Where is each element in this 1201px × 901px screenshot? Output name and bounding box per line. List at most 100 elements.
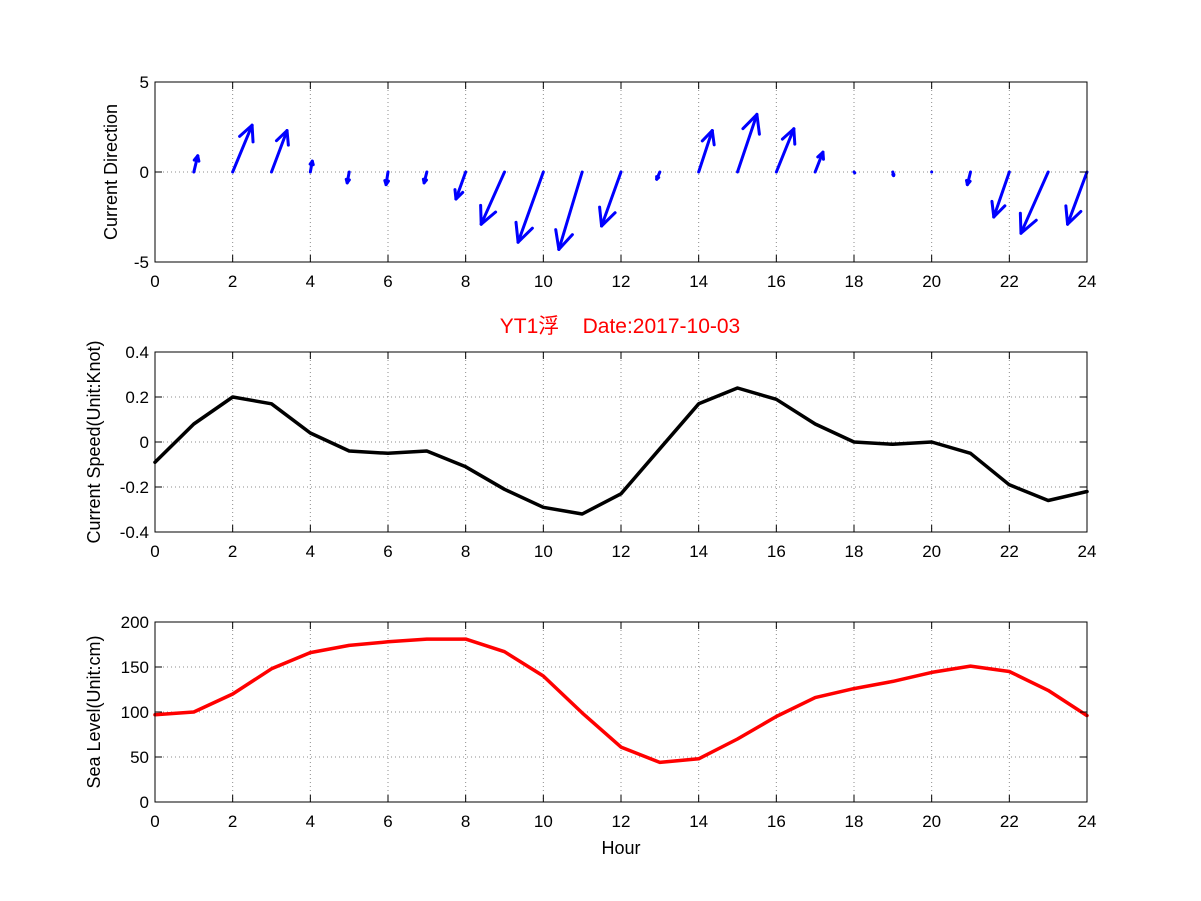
speed-y-tick-label: -0.4 xyxy=(120,523,149,542)
direction-x-tick-label: 8 xyxy=(461,272,470,291)
speed-x-tick-label: 18 xyxy=(845,542,864,561)
sea-level-x-tick-label: 10 xyxy=(534,812,553,831)
current-arrow-head xyxy=(308,159,314,166)
current-arrow-head xyxy=(965,179,972,187)
current-arrow-head xyxy=(755,112,761,136)
current-arrow xyxy=(453,170,468,201)
current-arrow xyxy=(192,154,201,174)
current-arrow-head xyxy=(554,228,561,251)
current-arrow-shaft xyxy=(813,150,825,174)
current-arrow-shaft xyxy=(736,112,759,174)
current-arrow-head xyxy=(514,220,520,244)
current-arrow xyxy=(774,127,797,174)
current-arrow-head xyxy=(192,154,200,162)
current-arrow-head xyxy=(1066,209,1083,226)
current-arrow-shaft xyxy=(600,170,623,228)
current-arrow-shaft xyxy=(516,170,545,244)
sea-level-y-tick-label: 200 xyxy=(121,613,149,632)
current-arrow xyxy=(697,129,716,174)
direction-x-tick-label: 2 xyxy=(228,272,237,291)
current-arrow-head xyxy=(655,176,661,181)
current-arrow-shaft xyxy=(454,170,468,201)
current-arrow-head xyxy=(285,129,290,147)
current-arrow-head xyxy=(992,204,1007,219)
current-arrow-head xyxy=(780,127,796,141)
sea-level-y-axis-label: Sea Level(Unit:cm) xyxy=(84,635,104,788)
speed-y-tick-label: 0.4 xyxy=(125,343,149,362)
current-arrow xyxy=(383,170,390,187)
current-arrow-head xyxy=(1064,204,1070,226)
current-arrow xyxy=(598,170,623,228)
speed-x-tick-label: 0 xyxy=(150,542,159,561)
chart-title: YT1浮 Date:2017-10-03 xyxy=(500,315,740,338)
speed-x-tick-label: 12 xyxy=(612,542,631,561)
sea-level-y-tick-label: 0 xyxy=(140,793,149,812)
current-arrow-head xyxy=(384,179,390,187)
current-arrow-head xyxy=(345,178,351,185)
current-arrow-head xyxy=(516,226,534,244)
direction-x-tick-label: 22 xyxy=(1000,272,1019,291)
direction-x-tick-label: 6 xyxy=(383,272,392,291)
current-arrow xyxy=(965,170,972,187)
current-arrow-head xyxy=(274,129,289,143)
current-arrow xyxy=(1064,170,1089,226)
current-arrow-head xyxy=(1019,218,1038,235)
current-arrow-shaft xyxy=(557,170,584,251)
current-arrow xyxy=(479,170,506,226)
current-arrow xyxy=(891,170,896,178)
sea-level-y-tick-label: 150 xyxy=(121,658,149,677)
current-arrow-shaft xyxy=(231,123,254,174)
sea-level-y-tick-label: 50 xyxy=(130,748,149,767)
sea-level-x-axis-label: Hour xyxy=(601,838,640,858)
speed-x-tick-label: 14 xyxy=(689,542,708,561)
current-arrow-head xyxy=(557,233,574,251)
sea-level-x-tick-label: 24 xyxy=(1078,812,1097,831)
current-arrow xyxy=(655,170,662,181)
current-arrow-head xyxy=(700,129,714,143)
sea-level-x-tick-label: 12 xyxy=(612,812,631,831)
current-arrow-head xyxy=(479,203,483,226)
current-arrow-head xyxy=(792,127,797,146)
current-arrow xyxy=(852,170,857,175)
direction-x-tick-label: 14 xyxy=(689,272,708,291)
direction-x-tick-label: 12 xyxy=(612,272,631,291)
speed-x-tick-label: 8 xyxy=(461,542,470,561)
speed-x-tick-label: 24 xyxy=(1078,542,1097,561)
direction-x-tick-label: 4 xyxy=(306,272,315,291)
direction-x-tick-label: 24 xyxy=(1078,272,1097,291)
current-arrow-head xyxy=(250,123,255,144)
current-arrow xyxy=(1018,170,1050,235)
current-arrow-shaft xyxy=(852,170,857,175)
speed-y-tick-label: 0 xyxy=(140,433,149,452)
current-arrow xyxy=(421,170,429,185)
current-arrow-shaft xyxy=(697,129,714,174)
sea-level-x-tick-label: 22 xyxy=(1000,812,1019,831)
speed-y-tick-label: -0.2 xyxy=(120,478,149,497)
speed-x-tick-label: 10 xyxy=(534,542,553,561)
current-arrow xyxy=(554,170,584,251)
current-arrow xyxy=(344,170,351,185)
current-arrow-head xyxy=(454,190,465,201)
current-arrow-head xyxy=(1018,211,1023,235)
current-arrow xyxy=(736,112,761,174)
sea-level-line xyxy=(153,637,1089,765)
direction-x-tick-label: 18 xyxy=(845,272,864,291)
current-speed-panel: 0 2 4 6 8 10 12 14 16 18 20 22 24-0.4-0.200.20.4Curr… xyxy=(84,340,1096,561)
sea-level-x-tick-label: 2 xyxy=(228,812,237,831)
sea-level-x-tick-label: 6 xyxy=(383,812,392,831)
current-arrow-shaft xyxy=(270,129,289,174)
current-arrow-head xyxy=(598,205,604,228)
sea-level-x-tick-label: 0 xyxy=(150,812,159,831)
current-arrow-shaft xyxy=(479,170,506,226)
speed-line xyxy=(153,386,1089,516)
direction-y-tick-label: 0 xyxy=(140,163,149,182)
current-arrow-head xyxy=(479,210,498,226)
speed-x-tick-label: 16 xyxy=(767,542,786,561)
speed-x-tick-label: 4 xyxy=(306,542,315,561)
sea-level-y-tick-label: 100 xyxy=(121,703,149,722)
sea-level-x-tick-label: 20 xyxy=(922,812,941,831)
direction-x-tick-label: 16 xyxy=(767,272,786,291)
